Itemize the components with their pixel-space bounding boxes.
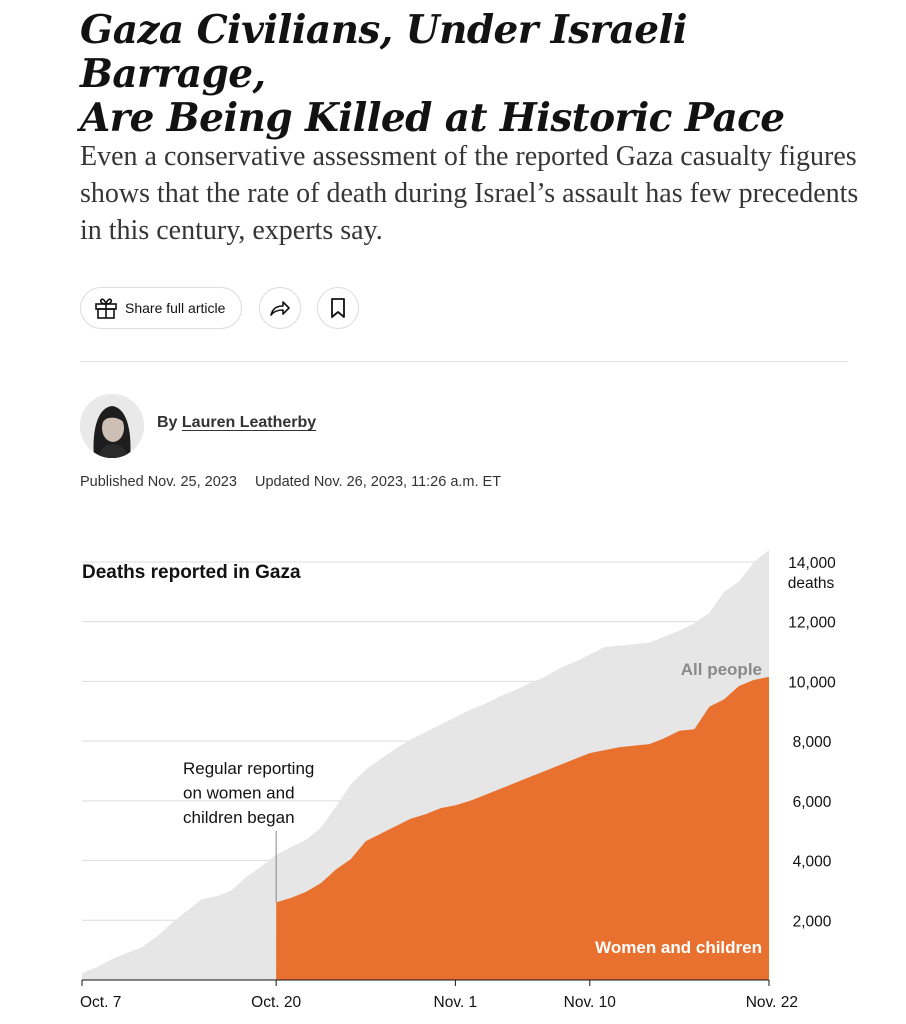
annotation-line-text: Regular reporting — [183, 759, 314, 778]
annotation-line-text: children began — [183, 808, 295, 827]
headline: Gaza Civilians, Under Israeli Barrage, A… — [80, 8, 880, 140]
forward-share-button[interactable] — [259, 287, 301, 329]
y-unit-label: deaths — [788, 575, 835, 592]
y-tick-label: 4,000 — [793, 854, 832, 871]
annotation-text: Regular reporting on women and children be… — [183, 759, 314, 827]
y-tick-label: 14,000 — [788, 555, 836, 572]
byline-prefix: By — [157, 414, 178, 431]
share-full-article-button[interactable]: Share full article — [80, 287, 242, 329]
forward-arrow-icon — [270, 301, 290, 316]
x-tick-label: Oct. 20 — [251, 994, 301, 1011]
updated-date: Updated Nov. 26, 2023, 11:26 a.m. ET — [254, 474, 502, 490]
author-link[interactable]: Lauren Leatherby — [181, 414, 317, 431]
save-bookmark-button[interactable] — [317, 287, 359, 329]
y-tick-label: 12,000 — [788, 615, 836, 632]
headline-line-2: Are Being Killed at Historic Pace — [80, 95, 785, 141]
share-button-label: Share full article — [125, 300, 226, 316]
deaths-chart: Oct. 7 Oct. 20 Nov. 1 Nov. 10 Nov. 22 2,000 4… — [80, 550, 836, 1011]
x-tick-label: Nov. 22 — [746, 994, 798, 1011]
series-label-women-and-children: Women and children — [595, 938, 762, 957]
x-tick-label: Nov. 1 — [434, 994, 478, 1011]
author-photo — [80, 394, 144, 458]
chart-title: Deaths reported in Gaza — [82, 562, 301, 583]
x-axis-ticks: Oct. 7 Oct. 20 Nov. 1 Nov. 10 Nov. 22 — [80, 980, 798, 1011]
y-axis-labels: 2,000 4,000 6,000 8,000 10,000 12,000 14,000 — [788, 555, 836, 930]
x-tick-label: Nov. 10 — [564, 994, 617, 1011]
article-summary: Even a conservative assessment of the re… — [80, 141, 859, 246]
y-tick-label: 8,000 — [793, 734, 832, 751]
article-dates: Published Nov. 25, 2023 Updated Nov. 26,… — [80, 474, 501, 490]
published-date: Published Nov. 25, 2023 — [80, 474, 237, 490]
y-tick-label: 10,000 — [788, 674, 836, 691]
x-tick-label: Oct. 7 — [80, 994, 121, 1011]
y-tick-label: 2,000 — [793, 913, 832, 930]
y-tick-label: 6,000 — [793, 794, 832, 811]
series-label-all-people: All people — [681, 660, 762, 679]
annotation-line-text: on women and — [183, 784, 295, 803]
author-avatar[interactable] — [80, 394, 144, 458]
divider — [80, 361, 848, 362]
byline: By Lauren Leatherby — [157, 414, 316, 432]
area-women-and-children — [276, 676, 769, 980]
gift-icon — [95, 298, 117, 319]
bookmark-icon — [331, 298, 345, 318]
headline-line-1: Gaza Civilians, Under Israeli Barrage, — [80, 7, 688, 97]
